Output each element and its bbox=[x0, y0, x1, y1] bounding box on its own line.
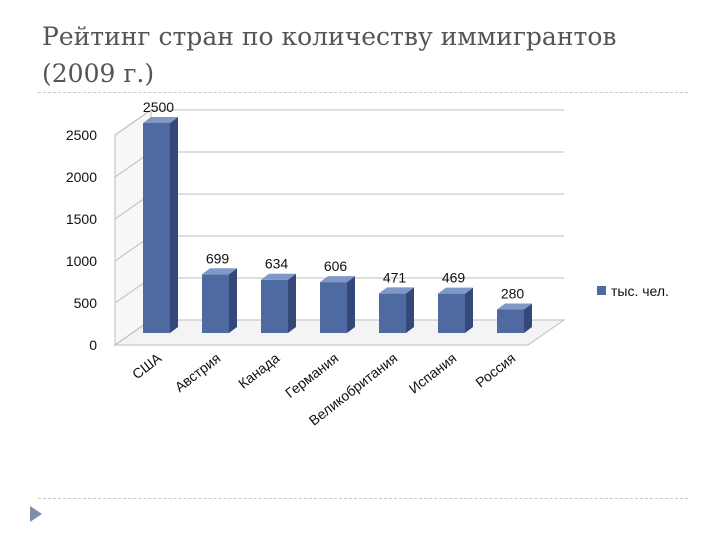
legend-label: тыс. чел. bbox=[611, 283, 669, 299]
chart-data-labels: 2500 699 634 606 471 469 280 bbox=[143, 99, 524, 301]
gridline bbox=[114, 193, 564, 220]
bar bbox=[143, 117, 178, 333]
bar-side bbox=[170, 117, 178, 333]
bar-front bbox=[379, 293, 406, 333]
data-label: 699 bbox=[206, 250, 230, 266]
bar-front bbox=[438, 293, 465, 333]
x-category-label: Испания bbox=[406, 350, 460, 397]
gridline bbox=[114, 151, 564, 178]
bar-top bbox=[497, 303, 532, 310]
bar-side bbox=[465, 287, 473, 333]
bar-front bbox=[202, 274, 229, 333]
bar-top bbox=[202, 268, 237, 275]
bar bbox=[320, 276, 355, 333]
legend-swatch bbox=[597, 286, 606, 295]
y-tick-label: 1500 bbox=[66, 211, 97, 227]
y-tick-label: 2500 bbox=[66, 127, 97, 143]
bar-side bbox=[406, 287, 414, 333]
x-category-label: США bbox=[129, 349, 165, 382]
bar-top bbox=[261, 273, 296, 280]
bar-side bbox=[347, 276, 355, 333]
bar-front bbox=[143, 123, 170, 333]
chart-y-axis: 0 500 1000 1500 2000 2500 bbox=[66, 127, 97, 353]
chart-bars bbox=[143, 117, 532, 333]
title-divider bbox=[38, 92, 688, 93]
slide-title-line-1: Рейтинг стран по количеству иммигрантов bbox=[42, 22, 617, 51]
bar-top bbox=[143, 117, 178, 123]
data-label: 2500 bbox=[143, 99, 174, 115]
slide-title-line-2: (2009 г.) bbox=[42, 59, 155, 88]
slide-title: Рейтинг стран по количеству иммигрантов … bbox=[42, 18, 682, 92]
bar-front bbox=[320, 282, 347, 333]
y-tick-label: 1000 bbox=[66, 253, 97, 269]
bar bbox=[379, 287, 414, 333]
x-category-label: Россия bbox=[472, 350, 518, 391]
bar bbox=[202, 268, 237, 333]
data-label: 280 bbox=[501, 285, 525, 301]
bar-side bbox=[524, 303, 532, 333]
bar-front bbox=[497, 309, 524, 333]
chart-legend: тыс. чел. bbox=[597, 283, 669, 299]
data-label: 471 bbox=[383, 269, 407, 285]
bar-top bbox=[320, 276, 355, 283]
bar-top bbox=[379, 287, 414, 294]
bar-top bbox=[438, 287, 473, 294]
bar bbox=[438, 287, 473, 333]
y-tick-label: 0 bbox=[89, 337, 97, 353]
x-category-label: Австрия bbox=[172, 350, 224, 395]
gridline bbox=[114, 109, 564, 136]
data-label: 469 bbox=[442, 270, 466, 286]
y-tick-label: 500 bbox=[74, 295, 98, 311]
bar-side bbox=[229, 268, 237, 333]
x-category-label: Германия bbox=[282, 350, 341, 401]
bar-front bbox=[261, 279, 288, 333]
data-label: 606 bbox=[324, 258, 348, 274]
footer-divider bbox=[38, 498, 688, 499]
x-category-label: Канада bbox=[235, 350, 282, 392]
bar bbox=[261, 273, 296, 333]
bar-side bbox=[288, 273, 296, 333]
bar bbox=[497, 303, 532, 333]
next-slide-arrow-icon[interactable] bbox=[30, 506, 42, 522]
y-tick-label: 2000 bbox=[66, 169, 97, 185]
data-label: 634 bbox=[265, 256, 289, 272]
